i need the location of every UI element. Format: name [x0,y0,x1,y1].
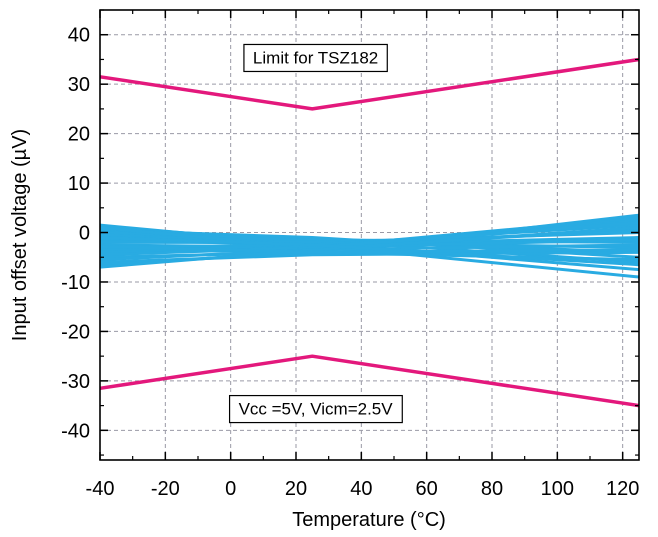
annotation-text: Limit for TSZ182 [253,48,378,67]
sample-line [99,236,640,267]
upper-limit-line [99,57,640,111]
x-tick-label: 20 [285,478,307,500]
annotation-frame [243,43,388,73]
annotation-text: Vcc =5V, Vicm=2.5V [239,400,394,419]
x-tick-label: -20 [151,478,180,500]
y-tick-label: 40 [68,25,90,47]
x-tick-label: 60 [416,478,438,500]
x-tick-label: 120 [606,478,639,500]
x-tick-label: 0 [225,478,236,500]
annotations: Limit for TSZ182 Vcc =5V, Vicm=2.5V [228,43,403,424]
annotation-box: Vcc =5V, Vicm=2.5V [228,394,403,424]
x-tick-label: 40 [350,478,372,500]
x-tick-label: -40 [86,478,115,500]
annotation-frame [228,394,403,424]
y-axis-title: Input offset voltage (µV) [9,129,31,341]
x-tick-labels: -40 -20 0 20 40 60 80 100 120 [86,478,640,500]
plot-frame [99,9,640,461]
sample-line [99,221,640,249]
y-tick-label: -30 [61,371,90,393]
y-tick-label: 30 [68,74,90,96]
lower-limit-line [99,354,640,408]
sample-line [99,244,640,254]
y-tick-label: 0 [79,223,90,245]
x-tick-label: 100 [541,478,574,500]
y-tick-label: -40 [61,420,90,442]
y-tick-label: 10 [68,173,90,195]
y-tick-label: -20 [61,321,90,343]
axis-ticks [99,9,639,460]
series-layer [99,57,640,408]
sample-line [99,226,640,269]
annotation-box: Limit for TSZ182 [243,43,388,73]
x-tick-label: 80 [481,478,503,500]
y-tick-label: 20 [68,124,90,146]
x-axis-title: Temperature (°C) [292,509,446,531]
y-tick-labels: 40 30 20 10 0 -10 -20 -30 -40 [61,25,90,443]
y-tick-label: -10 [61,272,90,294]
